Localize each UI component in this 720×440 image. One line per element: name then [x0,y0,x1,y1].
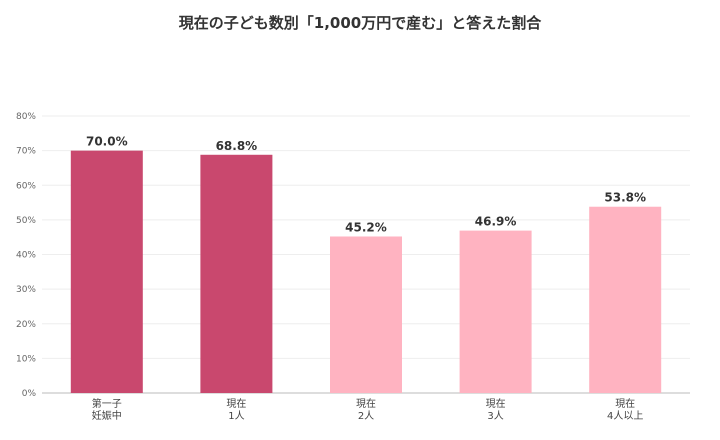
y-tick-label-70: 70% [16,147,36,157]
y-tick-label-20: 20% [16,320,36,330]
x-tick-label-4-0: 現在 [615,398,635,410]
data-label-3: 46.9% [475,215,517,229]
data-label-1: 68.8% [216,139,258,153]
x-tick-label-3-1: 3人 [487,410,503,422]
data-label-0: 70.0% [86,135,128,149]
bar-0 [70,150,143,393]
x-tick-label-4-1: 4人以上 [607,410,643,422]
data-label-4: 53.8% [604,191,646,205]
x-tick-label-2-1: 2人 [358,410,374,422]
chart-title: 現在の子ども数別「1,000万円で産む」と答えた割合 [178,14,542,32]
x-tick-label-3-0: 現在 [486,398,506,410]
bar-2 [330,236,402,393]
bar-1 [200,154,273,393]
bar-3 [459,230,532,393]
data-label-2: 45.2% [345,220,387,234]
x-tick-label-2-0: 現在 [356,398,376,410]
y-tick-label-40: 40% [16,251,36,261]
y-tick-label-80: 80% [16,112,36,122]
y-tick-label-10: 10% [16,354,36,364]
y-tick-label-30: 30% [16,285,36,295]
y-tick-label-60: 60% [16,181,36,191]
bar-4 [589,206,662,393]
x-tick-label-0-1: 妊娠中 [92,409,122,422]
y-tick-label-50: 50% [16,216,36,226]
x-tick-label-0-0: 第一子 [92,397,122,410]
y-tick-label-0: 0% [22,389,37,399]
x-tick-label-1-1: 1人 [228,410,244,422]
x-tick-label-1-0: 現在 [226,398,246,410]
